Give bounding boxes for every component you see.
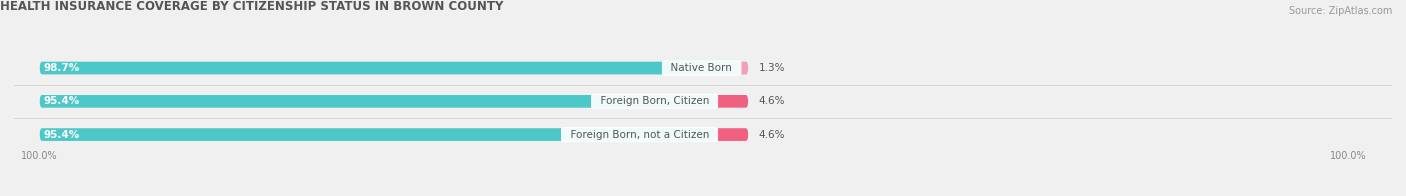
FancyBboxPatch shape xyxy=(716,95,748,108)
FancyBboxPatch shape xyxy=(716,128,748,141)
FancyBboxPatch shape xyxy=(39,128,748,141)
Text: 95.4%: 95.4% xyxy=(44,96,80,106)
Text: 1.3%: 1.3% xyxy=(758,63,785,73)
Text: 95.4%: 95.4% xyxy=(44,130,80,140)
FancyBboxPatch shape xyxy=(39,62,748,74)
FancyBboxPatch shape xyxy=(39,128,716,141)
Text: Foreign Born, Citizen: Foreign Born, Citizen xyxy=(593,96,716,106)
Text: Native Born: Native Born xyxy=(665,63,740,73)
Text: 4.6%: 4.6% xyxy=(758,130,785,140)
FancyBboxPatch shape xyxy=(39,62,740,74)
Text: 100.0%: 100.0% xyxy=(1330,151,1367,161)
FancyBboxPatch shape xyxy=(39,95,716,108)
Text: HEALTH INSURANCE COVERAGE BY CITIZENSHIP STATUS IN BROWN COUNTY: HEALTH INSURANCE COVERAGE BY CITIZENSHIP… xyxy=(0,0,503,13)
Text: Source: ZipAtlas.com: Source: ZipAtlas.com xyxy=(1288,6,1392,16)
FancyBboxPatch shape xyxy=(39,95,748,108)
FancyBboxPatch shape xyxy=(740,62,748,74)
Text: Foreign Born, not a Citizen: Foreign Born, not a Citizen xyxy=(564,130,716,140)
Text: 100.0%: 100.0% xyxy=(21,151,58,161)
Text: 98.7%: 98.7% xyxy=(44,63,80,73)
Text: 4.6%: 4.6% xyxy=(758,96,785,106)
